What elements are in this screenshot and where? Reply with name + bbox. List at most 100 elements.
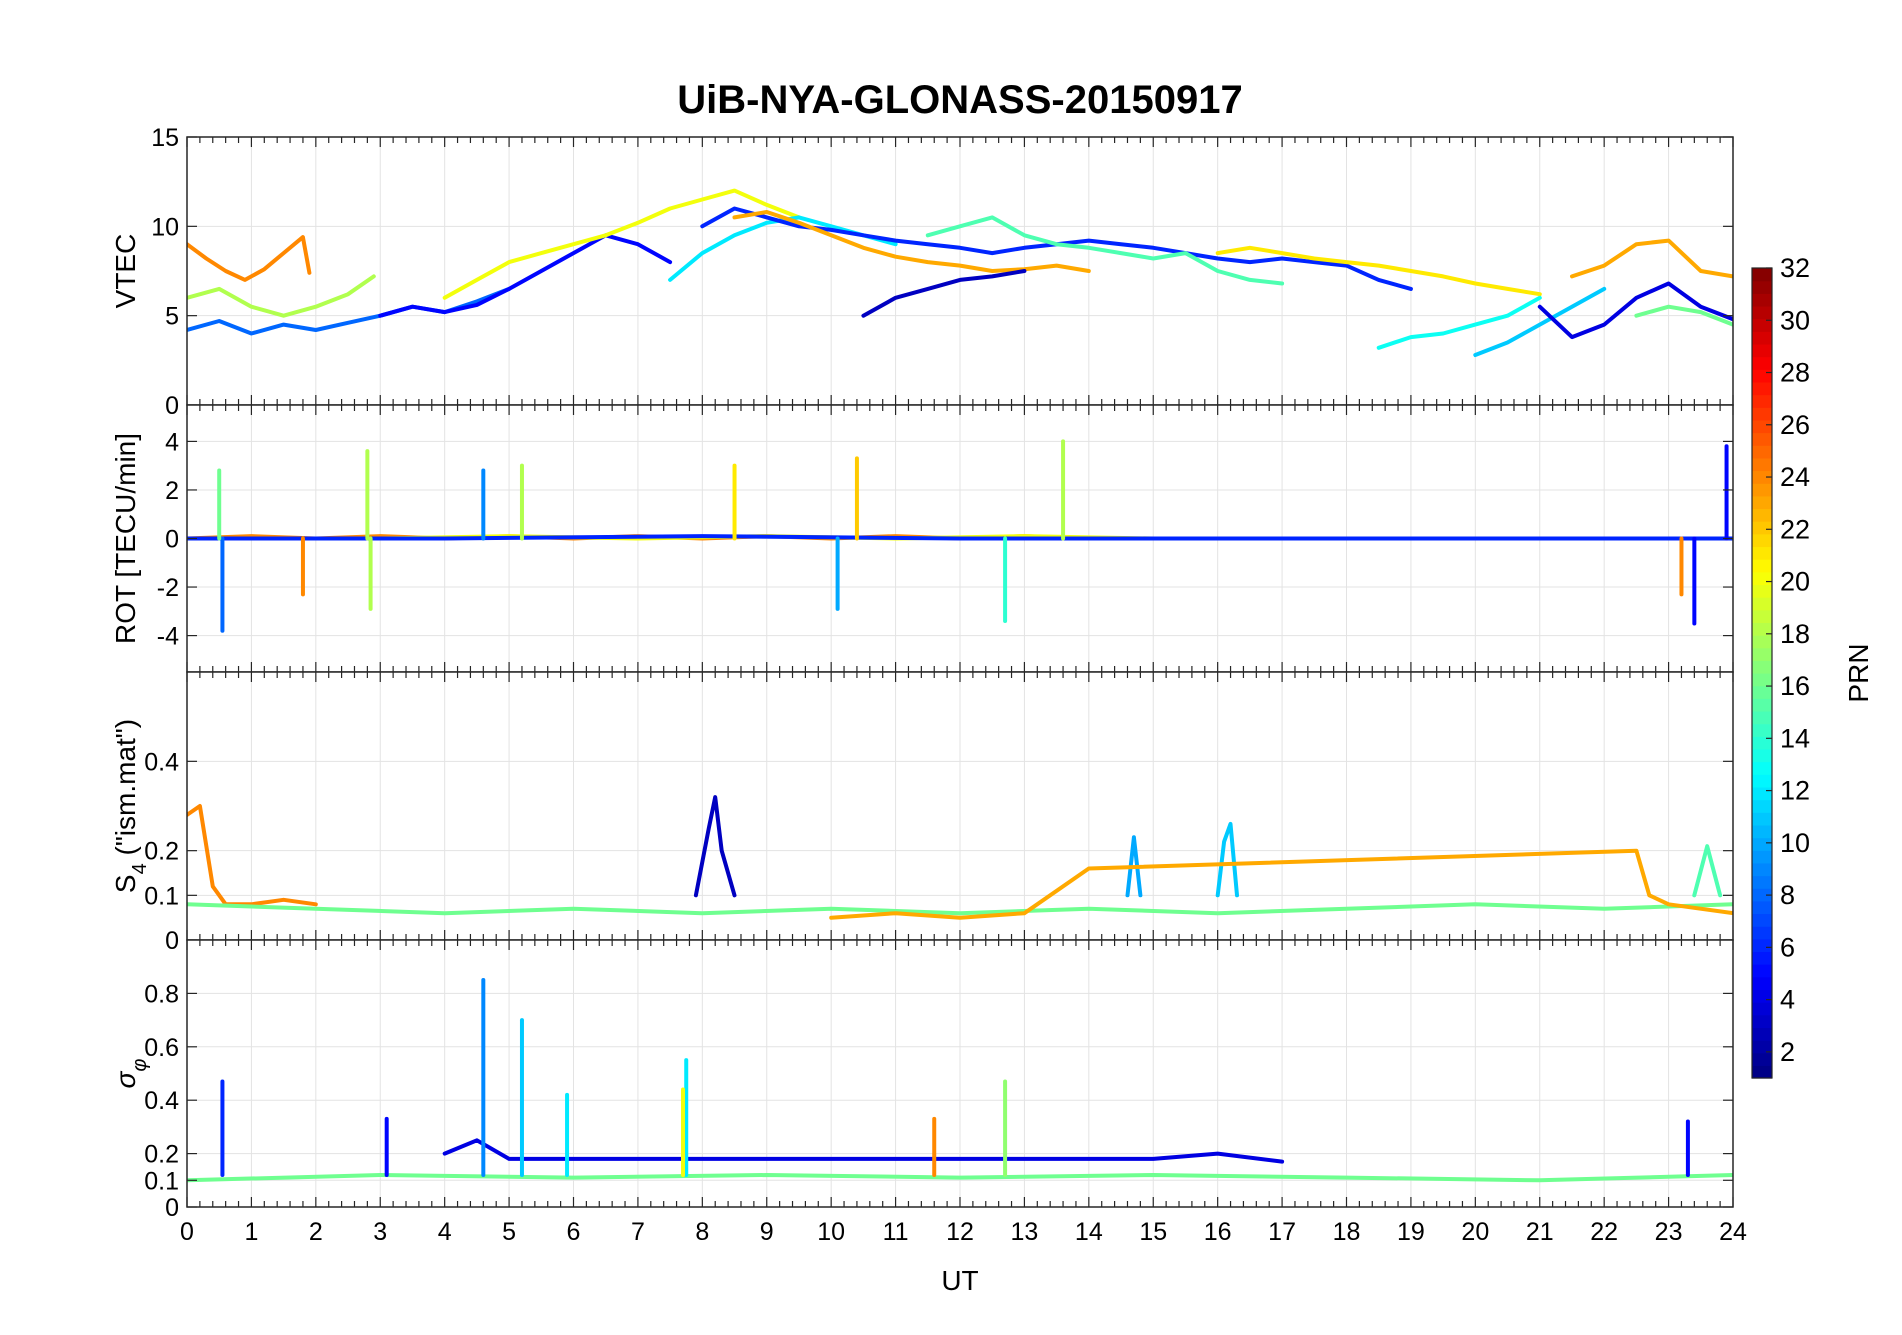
x-ticks	[186, 940, 1734, 1207]
colorbar-segment	[1752, 597, 1772, 611]
y-ticks: 00.10.2 0.4 0.6 0.8	[144, 980, 1733, 1222]
series-line-prn-5	[378, 233, 673, 318]
colorbar-segment	[1752, 989, 1772, 1003]
x-tick-label: 15	[1139, 1218, 1167, 1246]
y-tick-label: -4	[157, 623, 179, 651]
colorbar-segment	[1752, 748, 1772, 763]
colorbar-segment	[1752, 318, 1772, 332]
x-tick-label: 3	[373, 1218, 387, 1246]
colorbar-segment	[1752, 862, 1772, 877]
colorbar-segment	[1752, 407, 1772, 421]
x-tick-label: 24	[1719, 1218, 1747, 1246]
colorbar-segment	[1752, 900, 1772, 915]
panel-rot: -4 -2 0 2 4 ROT [TECU/min]	[110, 404, 1734, 673]
colorbar-segment	[1752, 268, 1772, 282]
y-ticks: 0 5 10 15	[151, 124, 1733, 420]
chart-title: UiB-NYA-GLONASS-20150917	[677, 78, 1242, 122]
y-axis-label: σφ	[110, 1059, 151, 1089]
colorbar-segment	[1752, 1027, 1772, 1041]
series-line-prn-11	[1215, 821, 1239, 898]
colorbar-segment	[1752, 837, 1772, 851]
colorbar-segment	[1752, 470, 1772, 484]
colorbar-segment	[1752, 1014, 1772, 1028]
colorbar-segment	[1752, 559, 1772, 573]
colorbar-segment	[1752, 660, 1772, 674]
series-line-prn-16	[1634, 304, 1733, 327]
colorbar-tick-label: 24	[1780, 462, 1810, 492]
colorbar-segment	[1752, 546, 1772, 560]
colorbar-segment	[1752, 812, 1772, 826]
x-tick-label: 14	[1075, 1218, 1103, 1246]
colorbar-segment	[1752, 850, 1772, 864]
y-tick-label: 0	[165, 927, 179, 955]
colorbar-segment	[1752, 976, 1772, 991]
series-line-prn-11	[1473, 286, 1607, 357]
colorbar-segment	[1752, 964, 1772, 978]
colorbar-segment	[1752, 1065, 1772, 1079]
y-axis-label: S4 ("ism.mat")	[110, 719, 151, 893]
colorbar-segment	[1752, 495, 1772, 510]
y-tick-label: 0.4	[144, 1087, 179, 1115]
series-line-prn-23	[829, 848, 1733, 920]
colorbar-segment	[1752, 799, 1772, 813]
colorbar-segment	[1752, 926, 1772, 940]
y-label-rest: ("ism.mat")	[110, 719, 141, 863]
colorbar-label: PRN	[1843, 643, 1874, 702]
colorbar-tick-label: 6	[1780, 932, 1795, 962]
x-tick-label: 23	[1655, 1218, 1683, 1246]
colorbar-tick-label: 4	[1780, 985, 1795, 1015]
x-tick-labels: 0 1 2 3 4 5 6 7 8 9 10 11 12 13 14 15 16 17 18 19 20 21 22 23 24	[180, 1218, 1747, 1246]
x-ticks	[186, 405, 1734, 672]
colorbar-segment	[1752, 698, 1772, 712]
x-axis-label: UT	[941, 1265, 978, 1296]
y-tick-label: 0.6	[144, 1034, 179, 1062]
y-tick-label: 5	[165, 303, 179, 331]
colorbar-segment	[1752, 381, 1772, 396]
series-line-prn-6	[187, 534, 1733, 541]
colorbar-segment	[1752, 1052, 1772, 1066]
colorbar-segment	[1752, 609, 1772, 623]
colorbar-tick-label: 2	[1780, 1037, 1795, 1067]
y-axis-label: ROT [TECU/min]	[110, 433, 141, 644]
x-tick-label: 17	[1268, 1218, 1296, 1246]
colorbar-segment	[1752, 521, 1772, 535]
y-axis-label: VTEC	[110, 234, 141, 309]
series-line-prn-15	[925, 215, 1285, 286]
x-tick-label: 13	[1011, 1218, 1039, 1246]
x-tick-label: 11	[883, 1218, 909, 1246]
x-tick-label: 2	[309, 1218, 323, 1246]
colorbar-tick-label: 18	[1780, 619, 1810, 649]
colorbar-tick-label: 14	[1780, 723, 1810, 753]
colorbar-segment	[1752, 761, 1772, 775]
y-tick-label: 2	[165, 477, 179, 505]
x-tick-label: 22	[1590, 1218, 1618, 1246]
series-line-prn-10	[1125, 835, 1143, 898]
x-tick-label: 18	[1333, 1218, 1361, 1246]
x-tick-label: 12	[946, 1218, 974, 1246]
x-tick-label: 5	[502, 1218, 516, 1246]
y-tick-label: 0.2	[144, 838, 179, 866]
colorbar-segment	[1752, 533, 1772, 548]
y-tick-label: 0.1	[144, 882, 179, 910]
colorbar-segment	[1752, 1002, 1772, 1016]
colorbar-tick-label: 16	[1780, 671, 1810, 701]
colorbar-tick-label: 32	[1780, 253, 1810, 283]
colorbar-segment	[1752, 888, 1772, 902]
x-tick-label: 21	[1526, 1218, 1554, 1246]
y-ticks: -4 -2 0 2 4	[157, 428, 1733, 651]
colorbar-segment	[1752, 647, 1772, 661]
y-label-subscript: 4	[129, 863, 151, 874]
x-tick-label: 0	[180, 1218, 194, 1246]
series-line-prn-13	[1376, 295, 1542, 350]
colorbar-segment	[1752, 305, 1772, 320]
colorbar-segment	[1752, 331, 1772, 345]
series-line-prn-21	[1215, 245, 1542, 297]
panel-sigma_phi: 00.10.2 0.4 0.6 0.8 σφ	[110, 939, 1734, 1222]
colorbar-segment	[1752, 571, 1772, 586]
colorbar-frame	[1751, 267, 1773, 1079]
y-tick-label: 15	[151, 124, 179, 152]
